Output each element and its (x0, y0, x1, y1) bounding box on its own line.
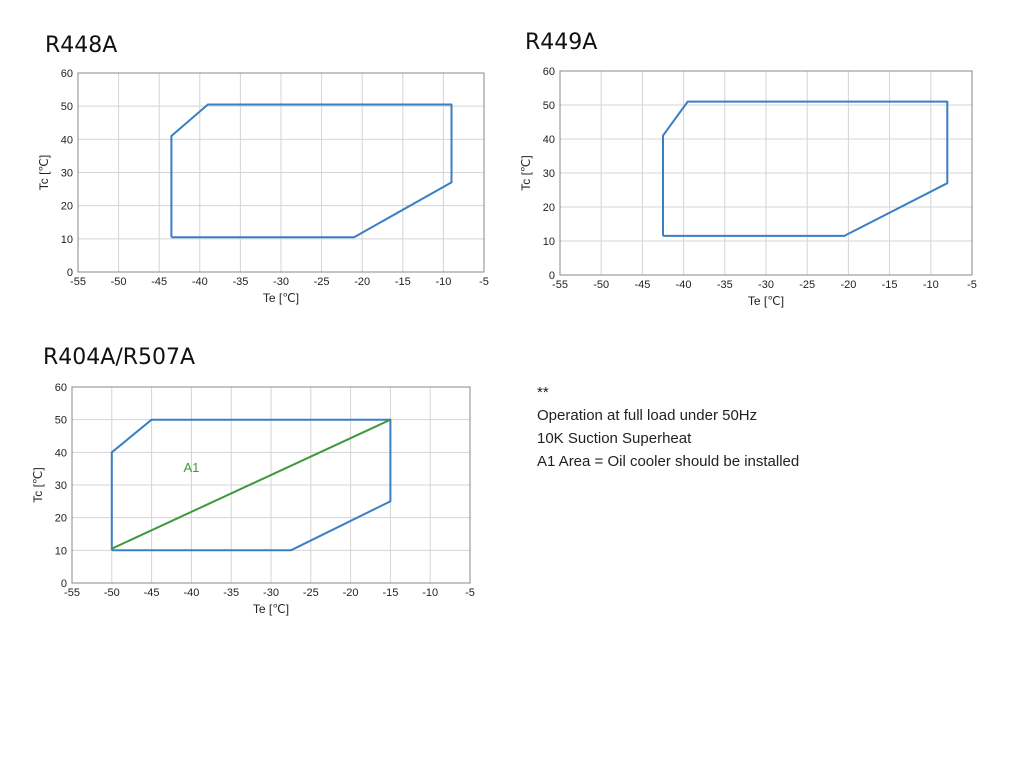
y-tick-label: 40 (61, 134, 73, 146)
x-tick-label: -25 (799, 279, 815, 291)
x-tick-label: -50 (104, 587, 120, 599)
x-tick-label: -30 (758, 279, 774, 291)
y-tick-label: 30 (543, 168, 555, 180)
x-tick-label: -25 (303, 587, 319, 599)
x-tick-label: -35 (717, 279, 733, 291)
x-tick-label: -15 (395, 276, 411, 288)
chart-title: R449A (525, 30, 598, 55)
y-tick-label: 40 (55, 447, 67, 459)
x-tick-label: -5 (479, 276, 489, 288)
x-tick-label: -15 (382, 587, 398, 599)
y-tick-label: 20 (55, 513, 67, 525)
x-tick-label: -55 (70, 276, 86, 288)
x-tick-label: -10 (435, 276, 451, 288)
x-tick-label: -45 (151, 276, 167, 288)
y-tick-label: 10 (61, 234, 73, 246)
note-line: A1 Area = Oil cooler should be installed (537, 453, 800, 470)
plot-frame (71, 386, 471, 584)
x-axis-label: Te [℃] (253, 602, 289, 616)
x-axis-label: Te [℃] (748, 294, 784, 308)
chart-title: R448A (45, 33, 118, 58)
plot-frame (77, 72, 485, 273)
x-tick-label: -55 (64, 587, 80, 599)
annotation-label: A1 (183, 460, 199, 475)
plot-frame (559, 70, 973, 276)
y-tick-label: 60 (543, 66, 555, 78)
y-tick-label: 10 (55, 545, 67, 557)
note-line: 10K Suction Superheat (537, 430, 692, 447)
y-axis-label: Tc [℃] (519, 155, 533, 190)
x-tick-label: -5 (967, 279, 977, 291)
x-tick-label: -20 (840, 279, 856, 291)
series-line (170, 103, 453, 239)
x-tick-label: -10 (422, 587, 438, 599)
x-tick-label: -25 (314, 276, 330, 288)
y-tick-label: 50 (61, 101, 73, 113)
y-axis-label: Tc [℃] (31, 467, 45, 502)
x-axis-label: Te [℃] (263, 291, 299, 305)
x-tick-label: -55 (552, 279, 568, 291)
y-tick-label: 20 (61, 201, 73, 213)
y-tick-label: 40 (543, 134, 555, 146)
chart-title: R404A/R507A (43, 345, 196, 370)
y-tick-label: 0 (61, 578, 67, 590)
y-tick-label: 20 (543, 202, 555, 214)
y-tick-label: 30 (55, 480, 67, 492)
y-tick-label: 0 (549, 270, 555, 282)
x-tick-label: -50 (593, 279, 609, 291)
x-tick-label: -15 (882, 279, 898, 291)
y-axis-label: Tc [℃] (37, 155, 51, 190)
y-tick-label: 60 (55, 382, 67, 394)
x-tick-label: -45 (634, 279, 650, 291)
y-tick-label: 60 (61, 68, 73, 80)
y-tick-label: 10 (543, 236, 555, 248)
x-tick-label: -35 (232, 276, 248, 288)
x-tick-label: -5 (465, 587, 475, 599)
x-tick-label: -40 (183, 587, 199, 599)
x-tick-label: -30 (273, 276, 289, 288)
x-tick-label: -40 (676, 279, 692, 291)
x-tick-label: -45 (144, 587, 160, 599)
series-line (662, 100, 949, 237)
x-tick-label: -20 (354, 276, 370, 288)
note-line: Operation at full load under 50Hz (537, 407, 758, 424)
x-tick-label: -10 (923, 279, 939, 291)
x-tick-label: -30 (263, 587, 279, 599)
x-tick-label: -35 (223, 587, 239, 599)
y-tick-label: 50 (55, 415, 67, 427)
y-tick-label: 50 (543, 100, 555, 112)
y-tick-label: 30 (61, 168, 73, 180)
x-tick-label: -50 (111, 276, 127, 288)
y-tick-label: 0 (67, 267, 73, 279)
x-tick-label: -20 (343, 587, 359, 599)
x-tick-label: -40 (192, 276, 208, 288)
series-line (111, 418, 391, 550)
notes-block: ** Operation at full load under 50Hz 10K… (537, 381, 799, 473)
notes-marker: ** (537, 384, 549, 401)
